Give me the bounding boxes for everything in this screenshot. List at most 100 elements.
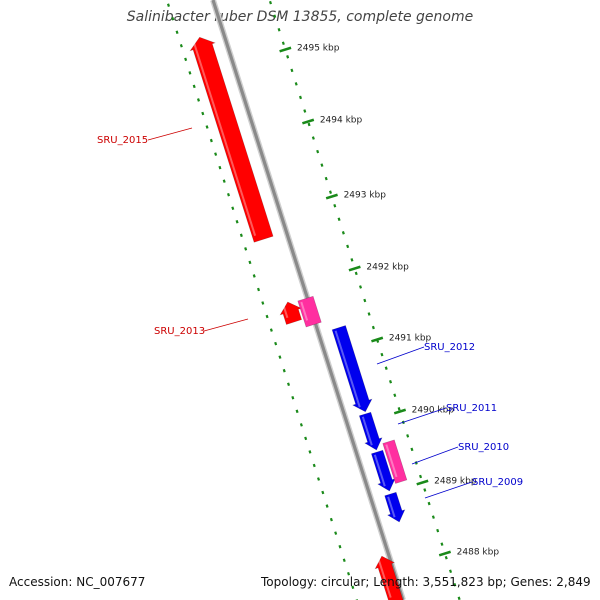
scale-tick [302, 118, 315, 125]
track-dot [444, 555, 448, 560]
scale-tick [279, 46, 292, 53]
track-dot [333, 203, 337, 208]
gene-feature[interactable] [358, 411, 383, 451]
gene-label[interactable]: SRU_2012 [424, 342, 475, 353]
track-dot [231, 206, 235, 211]
track-dot [347, 571, 351, 576]
track-dot [453, 583, 457, 587]
gene-feature[interactable] [297, 295, 322, 328]
reverse-gene-arrow[interactable] [331, 325, 373, 413]
track-dot [294, 82, 298, 86]
gene-label[interactable]: SRU_2013 [154, 326, 205, 337]
scale-tick [325, 193, 338, 200]
gene-label-leader [397, 407, 447, 425]
accession-text: Accession: NC_007677 [9, 575, 146, 589]
tick-tracks [166, 0, 461, 600]
track-dot [261, 301, 265, 305]
track-dot [393, 393, 397, 398]
track-dot [257, 287, 261, 292]
track-dot [192, 84, 196, 89]
track-dot [337, 217, 341, 222]
scale-tick-label: 2493 kbp [344, 191, 387, 201]
scale-tick-label: 2491 kbp [389, 334, 432, 344]
gene-highlight [192, 40, 257, 236]
gene-feature[interactable] [279, 301, 303, 325]
track-dot [175, 30, 179, 35]
gene-feature[interactable] [374, 555, 404, 600]
track-dot [324, 176, 328, 181]
track-dot [325, 504, 329, 508]
track-dot [201, 111, 205, 116]
track-dot [282, 368, 286, 373]
reverse-gene-arrow[interactable] [384, 491, 406, 523]
gene-highlight [385, 444, 398, 478]
track-dot [265, 314, 269, 319]
gene-label[interactable]: SRU_2010 [458, 442, 509, 453]
track-dot [346, 244, 350, 249]
track-dot [244, 247, 248, 251]
gene-feature[interactable] [371, 449, 396, 492]
track-dot [166, 3, 170, 7]
gene-label-leader [424, 481, 473, 499]
track-dot [350, 258, 354, 262]
reverse-gene-arrow[interactable] [358, 411, 383, 451]
scale-tick [416, 479, 429, 486]
track-dot [287, 382, 291, 386]
track-dot [218, 165, 222, 170]
track-dot [338, 544, 342, 549]
scale-ticks: 2495 kbp 2494 kbp 2493 kbp 2492 kbp 2491 kbp… [279, 44, 499, 558]
track-dot [299, 423, 303, 427]
track-dot [196, 98, 200, 102]
track-dot [410, 447, 414, 452]
track-dot [171, 16, 175, 21]
reverse-gene-arrow[interactable] [382, 439, 408, 484]
gene-label-leader [411, 446, 459, 465]
gene-label-leader [203, 318, 249, 332]
scale-tick-label: 2490 kbp [412, 406, 455, 416]
gene-feature[interactable] [189, 36, 274, 243]
track-dot [449, 569, 453, 574]
track-dot [269, 328, 273, 332]
track-dot [227, 192, 231, 197]
gene-highlight [300, 301, 309, 321]
track-dot [273, 14, 277, 18]
page-title: Salinibacter ruber DSM 13855, complete g… [126, 9, 474, 25]
track-dot [436, 528, 440, 533]
forward-gene-arrow[interactable] [279, 301, 303, 325]
scale-tick [438, 550, 452, 557]
track-dot [359, 285, 363, 289]
gene-label[interactable]: SRU_2009 [472, 477, 523, 488]
track-dot [281, 41, 285, 46]
scale-tick [348, 265, 361, 272]
track-dot [214, 152, 218, 156]
gene-highlight [373, 454, 386, 487]
reverse-gene-arrow[interactable] [371, 449, 396, 492]
track-dot [389, 379, 393, 384]
track-dot [419, 474, 423, 479]
track-dot [235, 220, 239, 224]
track-dot [380, 352, 384, 357]
gene-label[interactable]: SRU_2015 [97, 135, 148, 146]
forward-gene-arrow[interactable] [189, 36, 274, 243]
gene-feature[interactable] [331, 325, 373, 413]
gene-features [189, 36, 408, 600]
gene-label[interactable]: SRU_2011 [446, 403, 497, 414]
scale-tick-label: 2494 kbp [320, 116, 363, 126]
track-dot [290, 68, 294, 73]
track-dot [252, 274, 256, 278]
forward-gene-arrow[interactable] [374, 555, 404, 600]
track-dot [248, 260, 252, 265]
track-dot [274, 341, 278, 346]
scale-tick-label: 2489 kbp [434, 477, 477, 487]
gene-highlight [377, 558, 392, 598]
track-dot [329, 517, 333, 522]
track-dot [321, 490, 325, 495]
gene-feature[interactable] [382, 439, 408, 484]
track-dot [342, 558, 346, 562]
track-dot [427, 501, 431, 506]
gene-feature[interactable] [384, 491, 406, 523]
track-dot [304, 436, 308, 441]
forward-gene-arrow[interactable] [297, 295, 322, 328]
track-dot [278, 355, 282, 359]
